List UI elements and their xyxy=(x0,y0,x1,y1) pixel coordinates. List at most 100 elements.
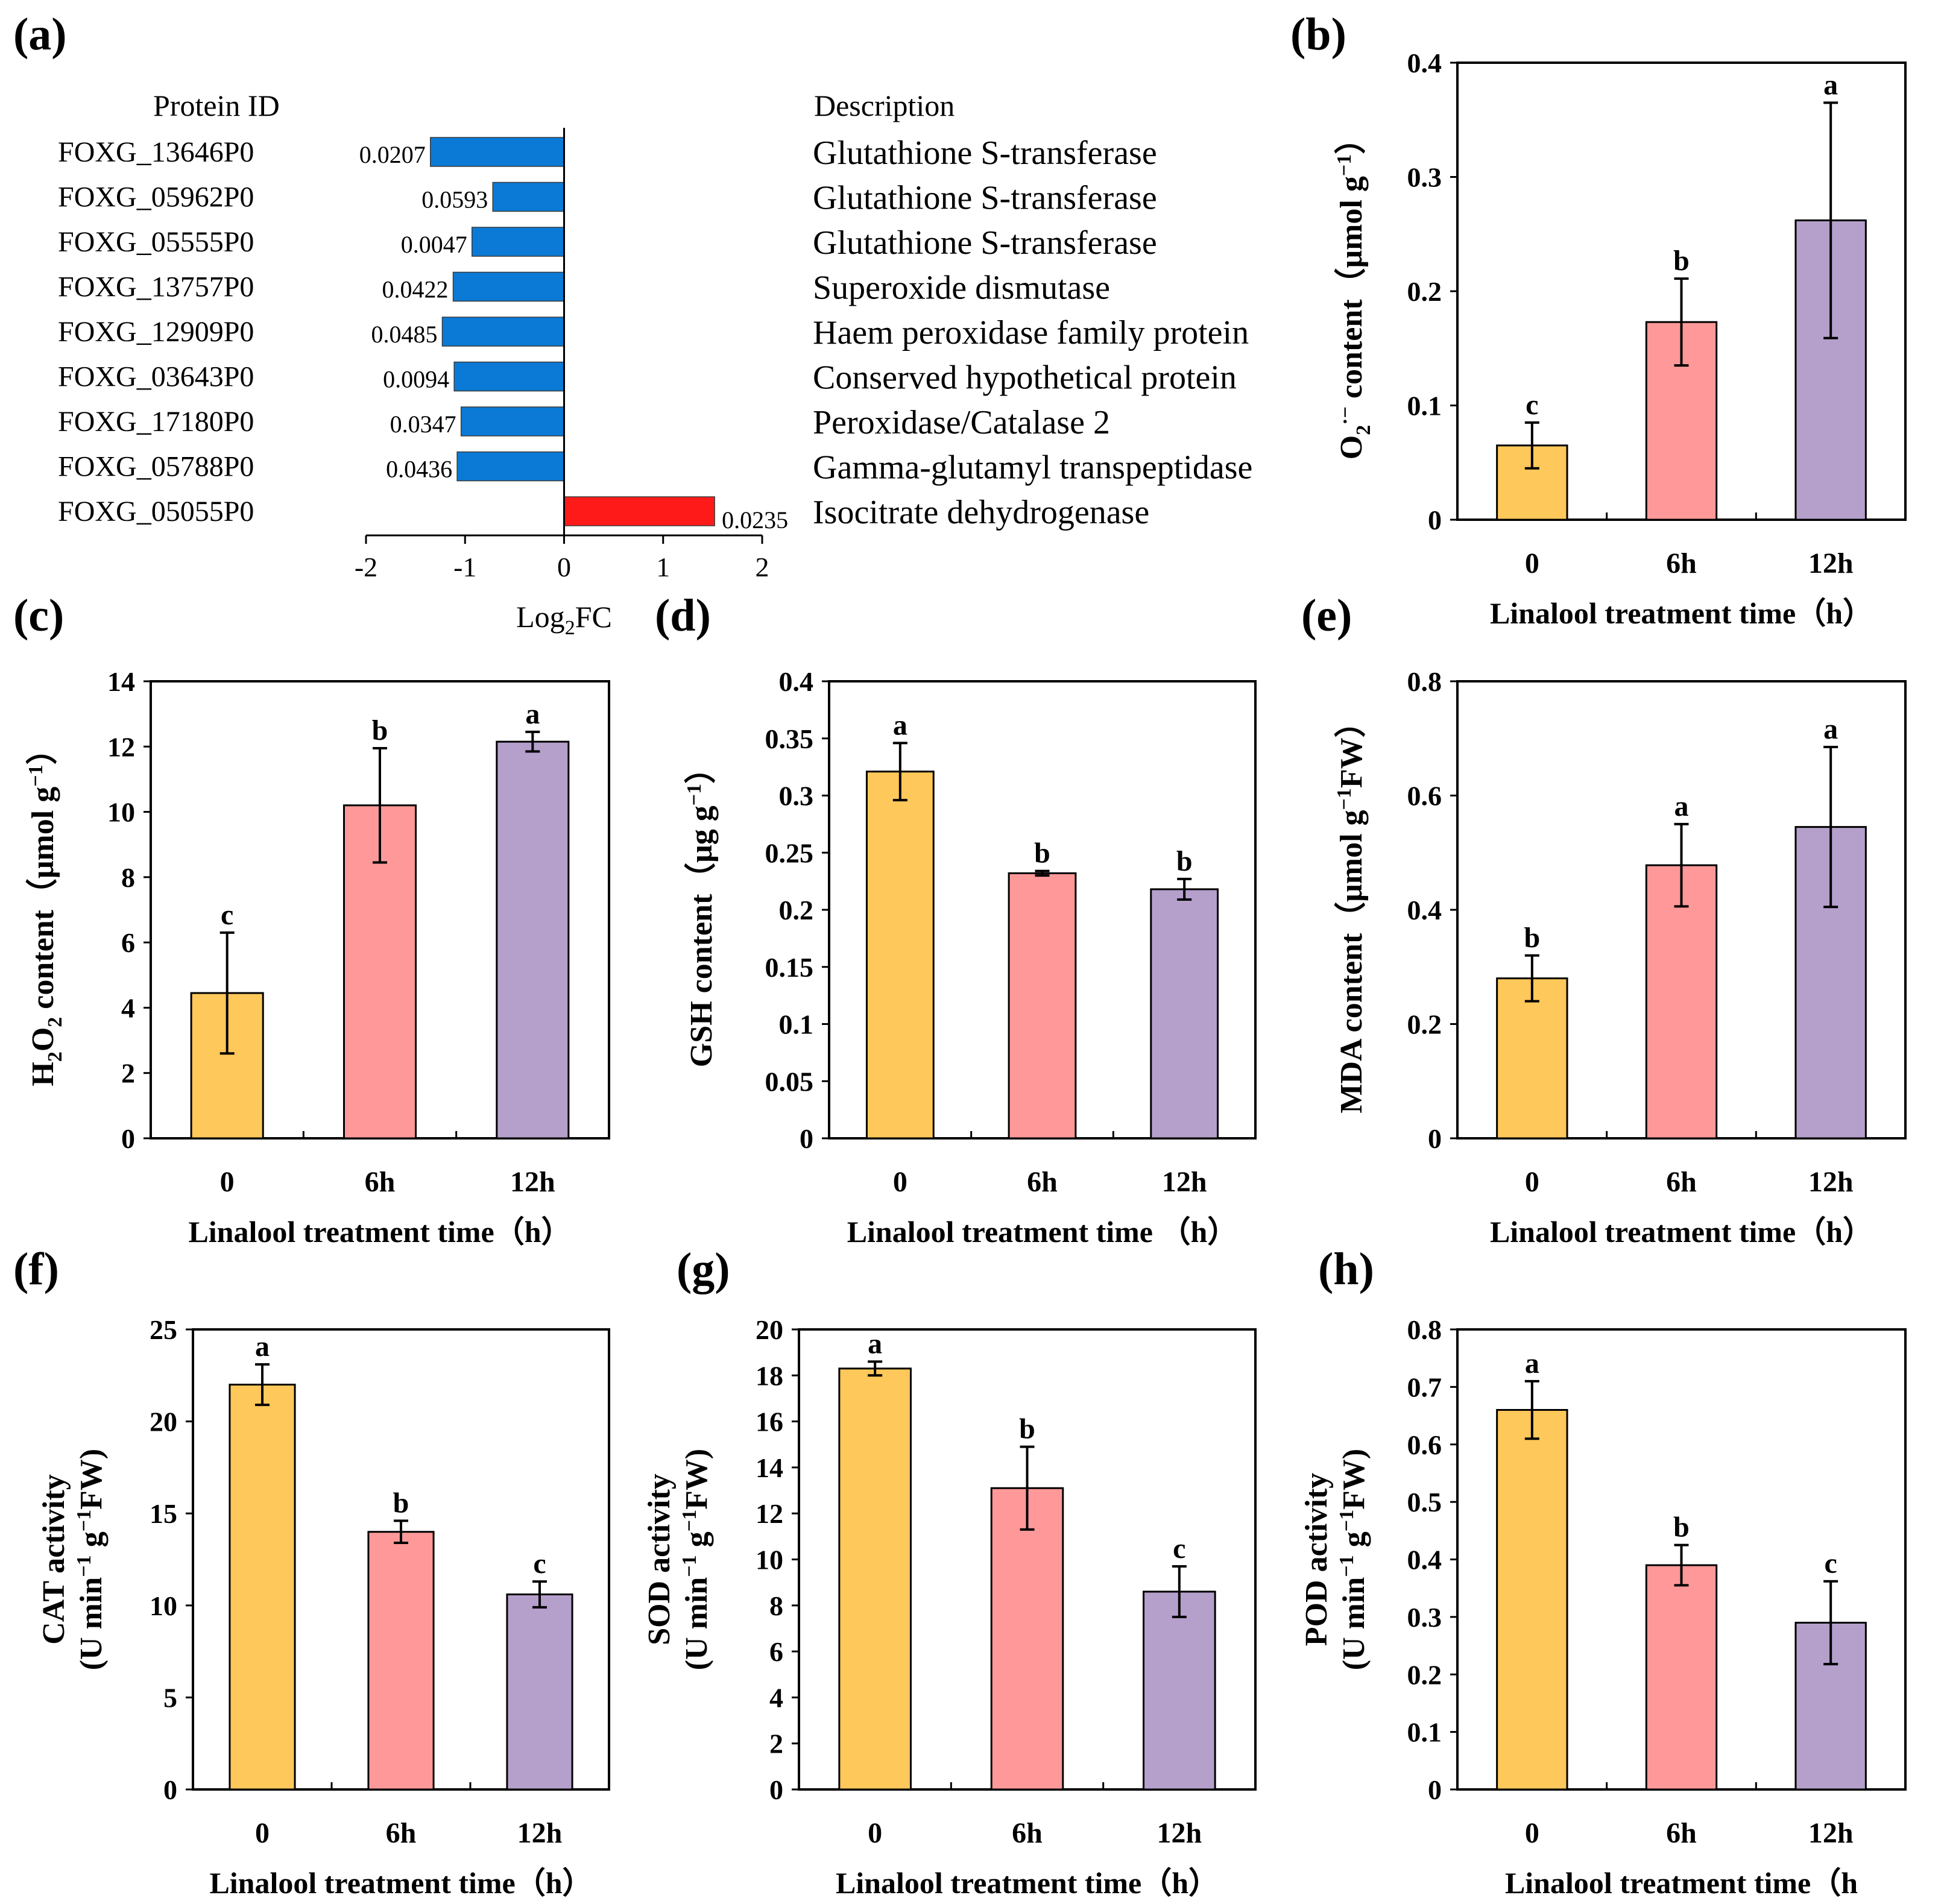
x-category-label: 12h xyxy=(1808,547,1854,579)
x-tick-label: 1 xyxy=(656,552,670,582)
protein-id-label: FOXG_03643P0 xyxy=(58,361,254,393)
y-tick-label: 0 xyxy=(769,1774,783,1805)
y-tick-label: 0.8 xyxy=(1407,1314,1442,1345)
significance-letter: b xyxy=(1673,1512,1690,1543)
panel-b-letter: (b) xyxy=(1290,9,1346,60)
value-label: 0.0207 xyxy=(359,141,426,168)
x-category-label: 0 xyxy=(220,1166,235,1198)
y-tick-label: 0.2 xyxy=(1407,1659,1442,1690)
protein-id-header: Protein ID xyxy=(153,89,280,122)
panel-f-letter: (f) xyxy=(13,1244,59,1294)
y-tick-label: 10 xyxy=(107,797,135,828)
x-axis-label: Linalool treatment time（h） xyxy=(836,1866,1219,1900)
x-category-label: 0 xyxy=(255,1817,270,1849)
x-tick-label: 2 xyxy=(756,552,769,582)
x-category-label: 12h xyxy=(510,1166,555,1198)
value-label: 0.0235 xyxy=(722,506,788,534)
value-label: 0.0422 xyxy=(382,276,449,303)
y-tick-label: 20 xyxy=(756,1314,783,1345)
y-tick-label: 0.3 xyxy=(779,781,814,812)
log2fc-bar xyxy=(441,317,565,347)
y-tick-label: 6 xyxy=(769,1636,783,1667)
protein-id-label: FOXG_05555P0 xyxy=(58,226,254,258)
bar-0 xyxy=(1496,1409,1568,1791)
x-category-label: 0 xyxy=(893,1166,907,1198)
bar-12h xyxy=(1143,1590,1216,1791)
y-axis-label-line1: CAT activity xyxy=(37,1474,71,1645)
x-axis-label: Linalool treatment time （h） xyxy=(847,1215,1238,1249)
significance-letter: a xyxy=(1525,1348,1539,1379)
panel-h-letter: (h) xyxy=(1318,1244,1374,1294)
y-tick-label: 4 xyxy=(121,992,135,1023)
y-tick-label: 14 xyxy=(756,1452,783,1483)
y-tick-label: 0.5 xyxy=(1407,1487,1442,1518)
value-label: 0.0094 xyxy=(383,366,449,393)
panel-g-letter: (g) xyxy=(677,1244,730,1294)
y-tick-label: 5 xyxy=(163,1682,177,1713)
y-tick-label: 8 xyxy=(121,862,135,893)
significance-letter: a xyxy=(525,698,540,730)
x-category-label: 12h xyxy=(1162,1166,1207,1198)
x-category-label: 6h xyxy=(1027,1166,1058,1198)
bar-6h xyxy=(1645,864,1718,1140)
y-tick-label: 4 xyxy=(769,1682,783,1713)
significance-letter: b xyxy=(372,714,388,746)
significance-letter: b xyxy=(1673,245,1690,277)
y-tick-label: 0 xyxy=(121,1123,135,1154)
x-category-label: 6h xyxy=(1666,1817,1697,1849)
panel-g: (g) 0 2 4 6 8 10 12 14 16 18 20 a 0 b 6h c 12h Linalool tr… xyxy=(642,1244,1257,1900)
protein-description: Glutathione S-transferase xyxy=(813,180,1157,217)
y-tick-label: 2 xyxy=(769,1729,783,1759)
y-tick-label: 0.4 xyxy=(779,666,814,697)
protein-description: Superoxide dismutase xyxy=(813,270,1110,307)
x-axis-label: Linalool treatment time（h） xyxy=(209,1866,592,1900)
y-axis-label: O2·− content（μmol g−1） xyxy=(1333,123,1375,459)
x-tick-label: -2 xyxy=(355,552,377,582)
bar-0 xyxy=(838,1367,912,1791)
y-tick-label: 0.4 xyxy=(1407,48,1442,78)
protein-id-label: FOXG_05788P0 xyxy=(58,451,254,483)
x-category-label: 6h xyxy=(1666,547,1697,579)
protein-description: Gamma-glutamyl transpeptidase xyxy=(813,449,1252,487)
description-header: Description xyxy=(814,89,955,122)
protein-description: Glutathione S-transferase xyxy=(813,134,1157,172)
x-category-label: 0 xyxy=(1525,547,1539,579)
y-tick-label: 0.7 xyxy=(1407,1372,1442,1402)
y-tick-label: 0.1 xyxy=(1407,391,1442,421)
panel-h: (h) 0 0.1 0.2 0.3 0.4 0.5 0.6 0.7 0.8 a 0 b 6h c 12h Lin… xyxy=(1299,1244,1907,1900)
y-tick-label: 0 xyxy=(163,1774,177,1805)
bar-6h xyxy=(367,1531,435,1791)
x-tick-label: 0 xyxy=(557,552,571,582)
value-label: 0.0593 xyxy=(421,186,488,213)
log2fc-bar xyxy=(492,181,565,212)
y-tick-label: 20 xyxy=(150,1407,177,1437)
bar-12h xyxy=(506,1593,573,1791)
protein-description: Isocitrate dehydrogenase xyxy=(813,494,1149,531)
y-tick-label: 8 xyxy=(769,1590,783,1621)
panel-e-letter: (e) xyxy=(1301,590,1352,641)
x-category-label: 12h xyxy=(1808,1817,1854,1849)
y-tick-label: 14 xyxy=(107,666,135,697)
x-category-label: 6h xyxy=(1012,1817,1043,1849)
y-tick-label: 16 xyxy=(756,1407,783,1437)
x-category-label: 6h xyxy=(386,1817,417,1849)
value-label: 0.0047 xyxy=(401,231,467,258)
y-tick-label: 15 xyxy=(150,1498,177,1529)
significance-letter: b xyxy=(1019,1413,1035,1445)
x-axis-label: Linalool treatment time（h） xyxy=(1490,596,1873,630)
y-tick-label: 12 xyxy=(756,1498,783,1529)
x-axis-label: Log2FC xyxy=(516,600,612,639)
significance-letter: c xyxy=(533,1548,546,1580)
significance-letter: a xyxy=(1823,69,1838,101)
protein-id-label: FOXG_12909P0 xyxy=(58,316,254,348)
y-tick-label: 0 xyxy=(800,1123,813,1154)
significance-letter: c xyxy=(1173,1533,1185,1565)
y-tick-label: 0 xyxy=(1428,1774,1442,1805)
x-category-label: 0 xyxy=(868,1817,882,1849)
significance-letter: b xyxy=(1176,845,1193,877)
significance-letter: b xyxy=(1524,922,1540,954)
significance-letter: c xyxy=(221,899,233,931)
y-tick-label: 0.2 xyxy=(1407,276,1442,307)
log2fc-bar xyxy=(456,451,565,482)
